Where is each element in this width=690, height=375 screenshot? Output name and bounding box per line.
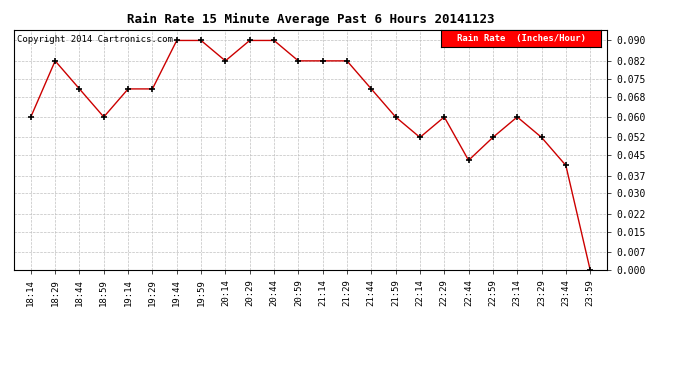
Title: Rain Rate 15 Minute Average Past 6 Hours 20141123: Rain Rate 15 Minute Average Past 6 Hours… (127, 13, 494, 26)
Text: Copyright 2014 Cartronics.com: Copyright 2014 Cartronics.com (17, 35, 172, 44)
